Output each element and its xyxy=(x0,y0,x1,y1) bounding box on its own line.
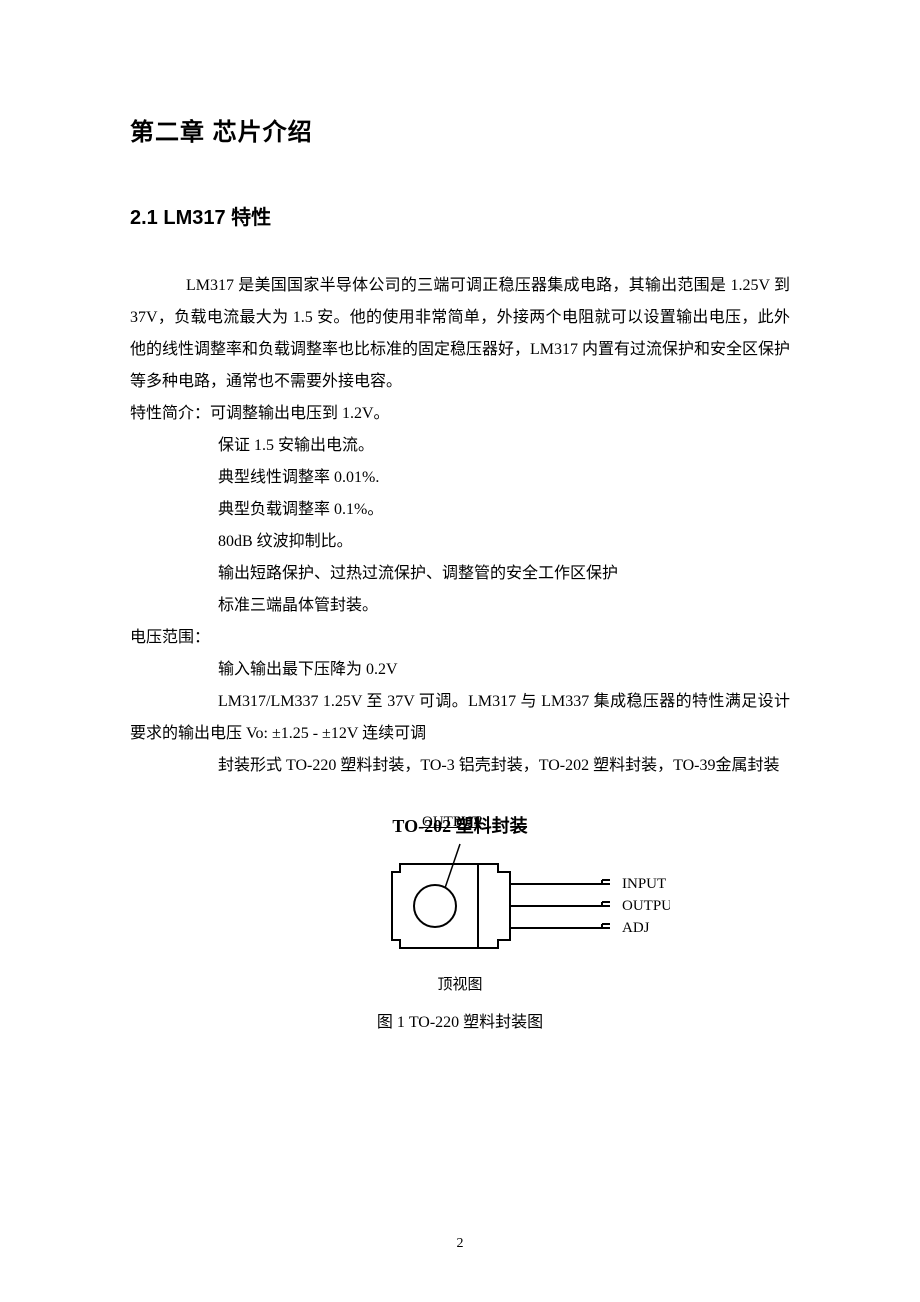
chapter-title: 第二章 芯片介绍 xyxy=(130,112,790,147)
features-intro: 特性简介：可调整输出电压到 1.2V。 xyxy=(130,398,790,430)
output-label: OUTPUT xyxy=(422,814,481,831)
pin-label-adj: ADJ xyxy=(622,920,650,936)
to202-diagram-icon: INPUT OUTPUT ADJ xyxy=(250,842,670,962)
voltage-2-text: LM317/LM337 1.25V 至 37V 可调。LM317 与 LM337… xyxy=(130,693,790,742)
package-diagram: TO-202 塑料封装 OUTPUT xyxy=(130,812,790,1032)
package-text: 封装形式 TO-220 塑料封装，TO-3 铝壳封装，TO-202 塑料封装，T… xyxy=(218,757,779,774)
package-line: 封装形式 TO-220 塑料封装，TO-3 铝壳封装，TO-202 塑料封装，T… xyxy=(130,750,790,782)
diagram-svg-holder: TO-202 塑料封装 OUTPUT xyxy=(250,812,670,1032)
voltage-range-label: 电压范围： xyxy=(130,622,790,654)
voltage-1: 输入输出最下压降为 0.2V xyxy=(130,654,790,686)
page-number: 2 xyxy=(0,1236,920,1252)
feature-6: 标准三端晶体管封装。 xyxy=(130,590,790,622)
feature-3: 典型负载调整率 0.1%。 xyxy=(130,494,790,526)
section-title: 2.1 LM317 特性 xyxy=(130,201,790,230)
top-view-caption: 顶视图 xyxy=(250,973,670,994)
feature-4: 80dB 纹波抑制比。 xyxy=(130,526,790,558)
paragraph-intro: LM317 是美国国家半导体公司的三端可调正稳压器集成电路，其输出范围是 1.2… xyxy=(130,270,790,398)
pin-label-input: INPUT xyxy=(622,876,666,892)
figure-caption: 图 1 TO-220 塑料封装图 xyxy=(250,1008,670,1032)
feature-2: 典型线性调整率 0.01%. xyxy=(130,462,790,494)
feature-1: 保证 1.5 安输出电流。 xyxy=(130,430,790,462)
feature-5: 输出短路保护、过热过流保护、调整管的安全工作区保护 xyxy=(130,558,790,590)
page: 第二章 芯片介绍 2.1 LM317 特性 LM317 是美国国家半导体公司的三… xyxy=(0,0,920,1302)
voltage-2: LM317/LM337 1.25V 至 37V 可调。LM317 与 LM337… xyxy=(130,686,790,750)
pin-label-output: OUTPUT xyxy=(622,898,670,914)
